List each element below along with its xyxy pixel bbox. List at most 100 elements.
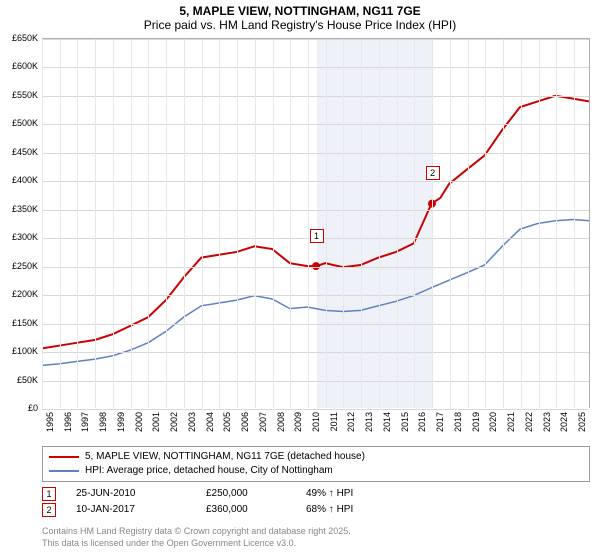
x-gridline <box>290 39 291 408</box>
y-tick-label: £0 <box>28 403 38 413</box>
sale-marker-box: 1 <box>310 229 324 243</box>
x-gridline <box>202 39 203 408</box>
footer-line-2: This data is licensed under the Open Gov… <box>42 538 351 550</box>
x-tick-label: 2021 <box>506 412 516 432</box>
x-gridline <box>237 39 238 408</box>
y-tick-label: £350K <box>12 204 38 214</box>
x-gridline <box>556 39 557 408</box>
x-tick-label: 2012 <box>346 412 356 432</box>
legend-label-price: 5, MAPLE VIEW, NOTTINGHAM, NG11 7GE (det… <box>85 450 365 464</box>
x-gridline <box>219 39 220 408</box>
footer-line-1: Contains HM Land Registry data © Crown c… <box>42 526 351 538</box>
legend: 5, MAPLE VIEW, NOTTINGHAM, NG11 7GE (det… <box>42 446 590 482</box>
y-gridline <box>42 295 589 296</box>
x-tick-label: 2002 <box>169 412 179 432</box>
x-tick-label: 2019 <box>471 412 481 432</box>
x-tick-label: 2007 <box>258 412 268 432</box>
sale-date: 25-JUN-2010 <box>76 486 186 502</box>
x-gridline <box>184 39 185 408</box>
x-tick-label: 2018 <box>453 412 463 432</box>
sales-table: 1 25-JUN-2010 £250,000 49% ↑ HPI 2 10-JA… <box>42 486 590 518</box>
x-tick-label: 2014 <box>382 412 392 432</box>
x-gridline <box>450 39 451 408</box>
y-tick-label: £300K <box>12 232 38 242</box>
x-tick-label: 2001 <box>151 412 161 432</box>
x-gridline <box>485 39 486 408</box>
x-tick-label: 2017 <box>435 412 445 432</box>
y-gridline <box>42 67 589 68</box>
x-tick-label: 2024 <box>559 412 569 432</box>
series-line-price_paid <box>42 96 589 349</box>
x-tick-label: 2004 <box>205 412 215 432</box>
sale-hpi: 49% ↑ HPI <box>306 486 386 502</box>
y-tick-label: £250K <box>12 261 38 271</box>
x-gridline <box>539 39 540 408</box>
x-gridline <box>148 39 149 408</box>
y-gridline <box>42 267 589 268</box>
sale-marker-1: 1 <box>42 487 56 501</box>
y-axis: £0£50K£100K£150K£200K£250K£300K£350K£400… <box>0 38 42 408</box>
legend-swatch-price <box>49 456 79 458</box>
x-gridline <box>60 39 61 408</box>
x-gridline <box>503 39 504 408</box>
y-tick-label: £450K <box>12 147 38 157</box>
x-gridline <box>255 39 256 408</box>
x-gridline <box>308 39 309 408</box>
title-main: 5, MAPLE VIEW, NOTTINGHAM, NG11 7GE <box>0 4 600 18</box>
y-tick-label: £500K <box>12 118 38 128</box>
x-tick-label: 1998 <box>98 412 108 432</box>
y-tick-label: £400K <box>12 175 38 185</box>
x-tick-label: 2000 <box>134 412 144 432</box>
x-gridline <box>113 39 114 408</box>
x-gridline <box>361 39 362 408</box>
x-tick-label: 2022 <box>524 412 534 432</box>
sale-row: 2 10-JAN-2017 £360,000 68% ↑ HPI <box>42 502 590 518</box>
x-tick-label: 1999 <box>116 412 126 432</box>
y-tick-label: £550K <box>12 90 38 100</box>
y-gridline <box>42 324 589 325</box>
chart-container: 5, MAPLE VIEW, NOTTINGHAM, NG11 7GE Pric… <box>0 0 600 560</box>
x-gridline <box>326 39 327 408</box>
x-gridline <box>414 39 415 408</box>
x-gridline <box>343 39 344 408</box>
y-tick-label: £200K <box>12 289 38 299</box>
x-tick-label: 2008 <box>276 412 286 432</box>
legend-row-hpi: HPI: Average price, detached house, City… <box>49 464 583 478</box>
x-tick-label: 2025 <box>577 412 587 432</box>
sale-marker-box: 2 <box>426 166 440 180</box>
y-gridline <box>42 39 589 40</box>
x-axis: 1995199619971998199920002001200220032004… <box>42 408 590 448</box>
legend-swatch-hpi <box>49 470 79 472</box>
x-gridline <box>574 39 575 408</box>
sale-price: £250,000 <box>206 486 286 502</box>
y-gridline <box>42 210 589 211</box>
y-tick-label: £650K <box>12 33 38 43</box>
y-gridline <box>42 181 589 182</box>
y-tick-label: £100K <box>12 346 38 356</box>
x-gridline <box>432 39 433 408</box>
x-gridline <box>521 39 522 408</box>
y-gridline <box>42 96 589 97</box>
x-gridline <box>379 39 380 408</box>
x-tick-label: 2013 <box>364 412 374 432</box>
x-gridline <box>468 39 469 408</box>
x-tick-label: 1995 <box>45 412 55 432</box>
legend-row-price: 5, MAPLE VIEW, NOTTINGHAM, NG11 7GE (det… <box>49 450 583 464</box>
x-gridline <box>42 39 43 408</box>
x-tick-label: 1996 <box>63 412 73 432</box>
sale-date: 10-JAN-2017 <box>76 502 186 518</box>
x-tick-label: 2006 <box>240 412 250 432</box>
y-gridline <box>42 352 589 353</box>
sale-marker-2: 2 <box>42 503 56 517</box>
x-tick-label: 2020 <box>488 412 498 432</box>
y-gridline <box>42 124 589 125</box>
x-gridline <box>131 39 132 408</box>
y-gridline <box>42 153 589 154</box>
sale-row: 1 25-JUN-2010 £250,000 49% ↑ HPI <box>42 486 590 502</box>
chart-plot-area: 12 <box>42 38 590 408</box>
x-gridline <box>95 39 96 408</box>
y-tick-label: £150K <box>12 318 38 328</box>
x-tick-label: 2011 <box>329 412 339 431</box>
sale-price: £360,000 <box>206 502 286 518</box>
x-gridline <box>273 39 274 408</box>
